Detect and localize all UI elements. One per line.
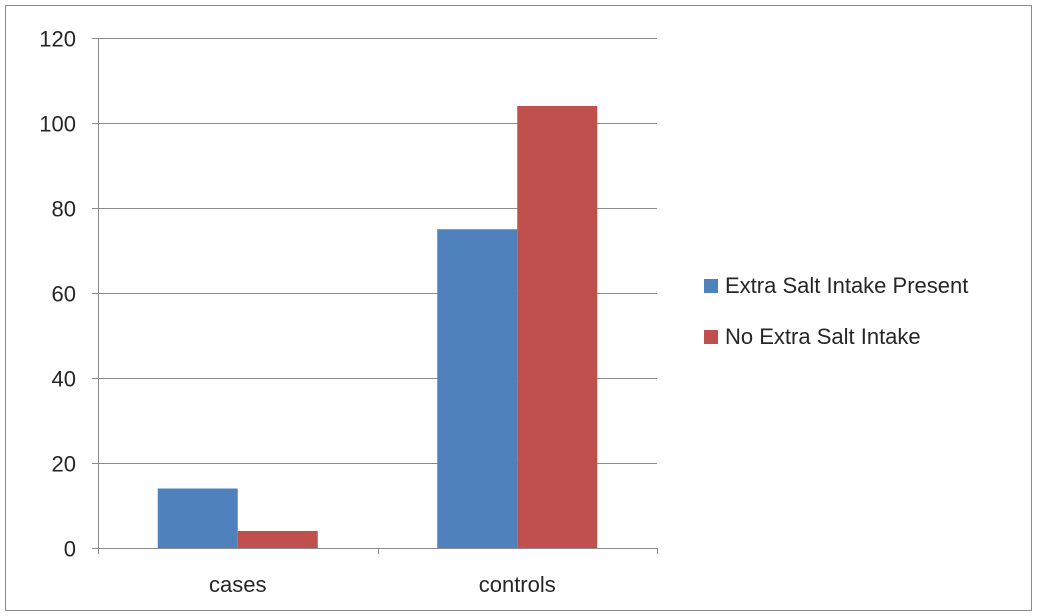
axes (92, 38, 658, 554)
y-tick-label: 120 (39, 27, 76, 52)
legend-swatch-extra-salt (704, 279, 718, 293)
legend-item: Extra Salt Intake Present (704, 272, 968, 300)
bar-controls-series-0 (437, 229, 518, 548)
legend: Extra Salt Intake Present No Extra Salt … (704, 272, 968, 374)
legend-swatch-no-extra-salt (704, 330, 718, 344)
legend-item: No Extra Salt Intake (704, 323, 968, 351)
y-tick-label: 0 (64, 537, 76, 562)
x-axis-tick-labels: cases controls (209, 572, 556, 597)
y-tick-label: 20 (52, 452, 76, 477)
x-tick-label: cases (209, 572, 266, 597)
y-axis-tick-labels: 0 20 40 60 80 100 120 (39, 27, 76, 562)
bar-cases-series-0 (157, 488, 238, 548)
bars (157, 106, 598, 548)
y-tick-label: 100 (39, 112, 76, 137)
legend-label-extra-salt: Extra Salt Intake Present (725, 273, 969, 298)
y-tick-label: 40 (52, 367, 76, 392)
bar-cases-series-1 (237, 531, 318, 548)
bar-controls-series-1 (517, 106, 598, 548)
y-tick-label: 60 (52, 282, 76, 307)
x-tick-label: controls (479, 572, 556, 597)
legend-label-no-extra-salt: No Extra Salt Intake (725, 324, 921, 349)
y-tick-label: 80 (52, 197, 76, 222)
